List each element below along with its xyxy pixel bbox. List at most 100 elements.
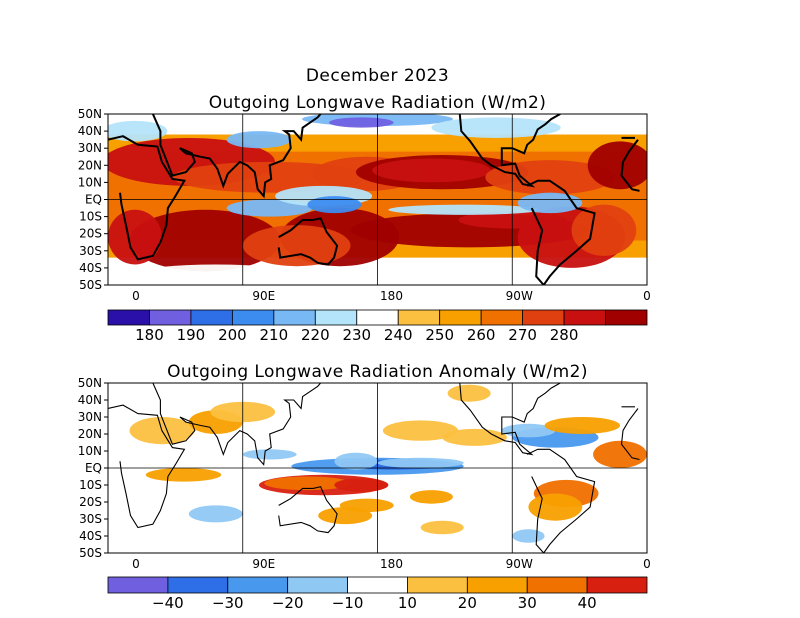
colorbar-label: 220 xyxy=(301,326,330,344)
colorbar-label: 30 xyxy=(518,594,537,612)
lon-tick-label: 0 xyxy=(643,289,651,303)
colorbar-label: 40 xyxy=(578,594,597,612)
shaded-region xyxy=(140,264,292,282)
shaded-region xyxy=(328,117,394,128)
colorbar-label: 10 xyxy=(398,594,417,612)
lat-tick-label: 50S xyxy=(79,278,102,292)
colorbar-label: 180 xyxy=(135,326,164,344)
lat-tick-label: 40N xyxy=(78,124,102,138)
shaded-region xyxy=(108,209,162,265)
shaded-region xyxy=(242,225,351,267)
coastline xyxy=(459,383,561,456)
lon-tick-label: 90W xyxy=(506,289,533,303)
colorbar-swatch xyxy=(466,576,528,594)
coastline xyxy=(526,448,596,553)
shaded-region xyxy=(334,452,378,470)
lat-tick-label: 30S xyxy=(79,244,102,258)
lat-tick-label: 20S xyxy=(79,227,102,241)
colorbar-label: −30 xyxy=(212,594,244,612)
lat-tick-label: EQ xyxy=(85,461,102,475)
shaded-region xyxy=(528,493,583,521)
colorbar-swatch xyxy=(526,576,588,594)
colorbar-swatch xyxy=(107,576,169,594)
shaded-region xyxy=(593,440,647,468)
lon-tick-label: 0 xyxy=(132,289,140,303)
coastline xyxy=(620,139,640,192)
lat-tick-label: 10N xyxy=(78,444,102,458)
colorbar-swatch xyxy=(605,309,648,326)
lat-tick-label: 10S xyxy=(79,210,102,224)
colorbar-label: −40 xyxy=(152,594,184,612)
coastline xyxy=(278,486,338,534)
shaded-region xyxy=(501,423,556,438)
lat-tick-label: 20S xyxy=(79,495,102,509)
colorbar-label: 260 xyxy=(467,326,496,344)
lon-tick-label: 90W xyxy=(506,557,533,571)
shaded-region xyxy=(512,529,545,543)
lat-tick-label: 50N xyxy=(78,107,102,121)
lat-tick-label: 20N xyxy=(78,427,102,441)
colorbar-label: 250 xyxy=(425,326,454,344)
shaded-region xyxy=(264,476,351,491)
shaded-region xyxy=(318,507,373,525)
colorbar-swatch xyxy=(522,309,565,326)
colorbar-label: 20 xyxy=(458,594,477,612)
lat-tick-label: 30N xyxy=(78,141,102,155)
coastline xyxy=(108,404,186,529)
panel-title: Outgoing Longwave Radiation Anomaly (W/m… xyxy=(167,362,588,382)
lon-tick-label: 90E xyxy=(252,289,275,303)
shaded-region xyxy=(226,199,313,217)
colorbar-swatch xyxy=(439,309,482,326)
shaded-region xyxy=(226,131,292,149)
lon-tick-label: 0 xyxy=(643,557,651,571)
colorbar-label: 200 xyxy=(218,326,247,344)
coastline xyxy=(152,383,322,466)
lat-tick-label: 40S xyxy=(79,529,102,543)
shaded-region xyxy=(366,266,583,280)
shaded-region xyxy=(420,520,464,535)
shaded-region xyxy=(334,478,389,492)
shaded-region xyxy=(409,490,453,504)
shaded-region xyxy=(388,204,540,215)
colorbar-swatch xyxy=(273,309,316,326)
coastline xyxy=(458,114,561,188)
shaded-region xyxy=(242,449,297,460)
shaded-region xyxy=(307,196,362,214)
colorbar-swatch xyxy=(227,576,289,594)
coastline xyxy=(277,217,339,266)
shaded-region xyxy=(377,457,464,468)
shaded-region xyxy=(145,468,222,482)
colorbar-label: −20 xyxy=(272,594,304,612)
colorbar-swatch xyxy=(314,309,358,326)
colorbar-label: 230 xyxy=(342,326,371,344)
shaded-region xyxy=(372,158,491,183)
colorbar-swatch xyxy=(167,576,229,594)
page-title: December 2023 xyxy=(305,66,450,86)
map-panel-anomaly: Outgoing Longwave Radiation Anomaly (W/m… xyxy=(78,362,651,612)
shaded-region xyxy=(544,417,621,434)
coastline xyxy=(620,408,640,461)
lat-tick-label: 30S xyxy=(79,512,102,526)
colorbar-swatch xyxy=(563,309,606,326)
lon-tick-label: 180 xyxy=(380,557,403,571)
colorbar-swatch xyxy=(107,309,150,326)
lat-tick-label: 20N xyxy=(78,158,102,172)
lon-tick-label: 0 xyxy=(132,557,140,571)
colorbar-swatch xyxy=(586,576,648,594)
lat-tick-label: 50N xyxy=(78,376,102,390)
colorbar-swatch xyxy=(397,309,441,326)
shaded-region xyxy=(188,505,243,523)
shaded-region xyxy=(447,384,491,402)
shaded-region xyxy=(382,420,459,441)
coastline xyxy=(526,179,596,285)
lat-tick-label: 40N xyxy=(78,393,102,407)
colorbar-swatch xyxy=(190,309,233,326)
shaded-region xyxy=(571,204,637,256)
shaded-region xyxy=(587,141,647,190)
coastline xyxy=(151,114,322,199)
colorbar-swatch xyxy=(287,576,348,594)
lon-tick-label: 180 xyxy=(380,289,403,303)
lat-tick-label: EQ xyxy=(85,193,102,207)
colorbar-swatch xyxy=(407,576,468,594)
lat-tick-label: 10S xyxy=(79,478,102,492)
